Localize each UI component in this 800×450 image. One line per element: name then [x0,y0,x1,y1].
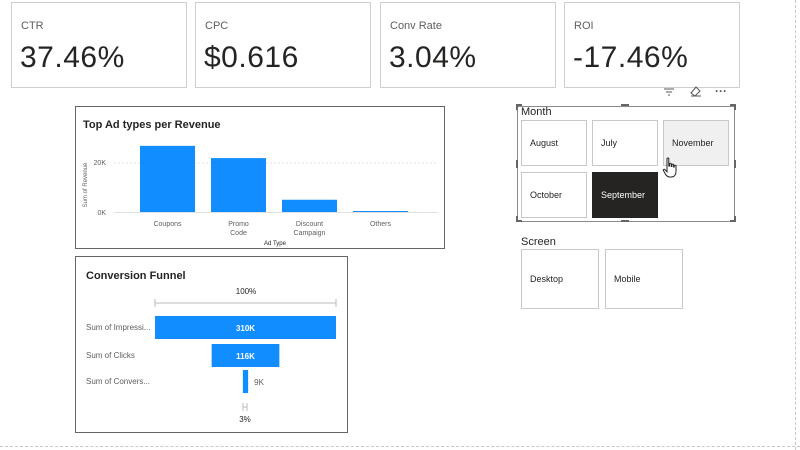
kpi-label: CTR [21,20,44,32]
funnel-svg: 100% Sum of Impressi... 310K Sum of Clicks… [86,287,337,424]
ad-chart-svg: Sum of Revenue 20K 0K Coupons Promo Code Di… [83,145,438,247]
funnel-bars: Sum of Impressi... 310K Sum of Clicks 116K S… [86,316,336,393]
screen-slicer-title: Screen [521,236,556,248]
funnel-title: Conversion Funnel [86,270,186,282]
month-tile-july[interactable]: July [592,120,658,166]
ad-chart-bars [140,145,408,212]
resize-handle[interactable] [621,104,629,106]
kpi-card-roi[interactable]: ROI -17.46% [564,2,740,88]
ad-chart-ylabel: Sum of Revenue [83,162,89,207]
screen-tile-desktop[interactable]: Desktop [521,249,599,309]
funnel-category-label: Sum of Convers... [86,377,150,386]
screen-tile-mobile[interactable]: Mobile [605,249,683,309]
ad-chart-bar[interactable] [282,199,337,212]
funnel-top-pct: 100% [236,287,256,296]
month-tile-october[interactable]: October [521,172,587,218]
month-tile-august[interactable]: August [521,120,587,166]
funnel-bar[interactable] [242,370,249,393]
ad-chart-bar[interactable] [353,211,408,212]
filter-icon[interactable] [663,86,675,100]
kpi-value: -17.46% [573,41,689,74]
funnel-data-label: 9K [254,378,264,387]
resize-handle[interactable] [621,220,629,222]
ad-chart-category-label: Code [230,230,247,237]
funnel-bar[interactable] [155,316,336,339]
kpi-value: 3.04% [389,41,477,74]
resize-handle[interactable] [734,160,736,168]
ad-chart-categories: Coupons Promo Code Discount Campaign Others [153,221,391,237]
resize-handle[interactable] [730,220,736,222]
ad-chart-bar[interactable] [140,145,195,212]
kpi-value: 37.46% [20,41,125,74]
funnel-bottom-pct: 3% [239,415,251,424]
ad-chart-title: Top Ad types per Revenue [83,119,221,131]
page-boundary-bottom [0,446,800,447]
kpi-label: Conv Rate [390,20,442,32]
kpi-card-ctr[interactable]: CTR 37.46% [11,2,187,88]
funnel-data-label: 116K [236,352,255,361]
funnel-bar[interactable] [211,344,280,367]
resize-handle[interactable] [516,160,518,168]
funnel-category-label: Sum of Impressi... [86,323,150,332]
ad-chart-category-label: Coupons [153,221,182,228]
funnel-data-label: 310K [236,324,255,333]
ad-chart-category-label: Others [370,221,392,228]
kpi-card-cpc[interactable]: CPC $0.616 [195,2,371,88]
kpi-value: $0.616 [204,41,299,74]
ad-chart-xlabel: Ad Type [264,241,287,247]
kpi-label: CPC [205,20,229,32]
ad-chart-ytick: 0K [97,210,106,217]
hand-cursor-icon [662,157,678,184]
month-tile-november[interactable]: November [663,120,729,166]
resize-handle[interactable] [516,104,522,106]
resize-handle[interactable] [516,220,522,222]
month-slicer-title: Month [521,106,552,118]
kpi-card-conv-rate[interactable]: Conv Rate 3.04% [380,2,556,88]
ad-types-chart-card[interactable]: Top Ad types per Revenue Sum of Revenue … [75,106,445,249]
month-tile-september[interactable]: September [592,172,658,218]
more-options-icon[interactable]: ··· [715,84,727,98]
resize-handle[interactable] [730,104,736,106]
funnel-category-label: Sum of Clicks [86,351,135,360]
ad-chart-ytick: 20K [94,160,107,167]
page-boundary-right [795,0,796,450]
kpi-label: ROI [574,20,594,32]
eraser-icon[interactable] [689,85,702,100]
ad-chart-category-label: Campaign [294,230,326,237]
ad-chart-category-label: Discount [296,221,323,228]
ad-chart-category-label: Promo [228,221,249,228]
ad-chart-bar[interactable] [211,158,266,212]
conversion-funnel-card[interactable]: Conversion Funnel 100% Sum of Impressi..… [75,256,348,433]
